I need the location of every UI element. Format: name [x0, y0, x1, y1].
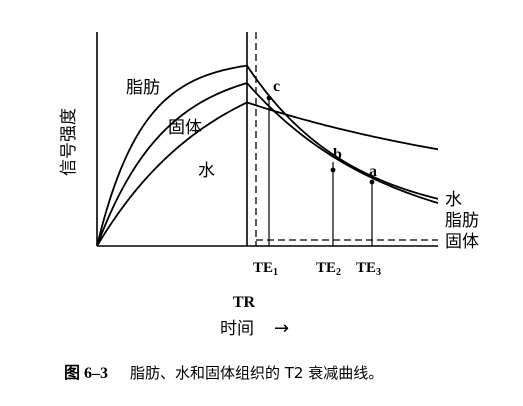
curve-series-2	[96, 101, 439, 247]
curves	[96, 64, 439, 247]
caption-text: 脂肪、水和固体组织的 T2 衰减曲线。	[130, 364, 383, 382]
marker-label-a: a	[369, 163, 377, 180]
marker-dot-b	[330, 167, 336, 173]
te1-label: TE1	[253, 260, 278, 278]
marker-label-b: b	[333, 146, 342, 163]
label-water-decay: 水	[445, 190, 462, 210]
te3-label: TE3	[356, 260, 381, 278]
label-fat-decay: 脂肪	[445, 211, 479, 231]
curve-series-1	[96, 82, 439, 247]
label-fat-recovery: 脂肪	[126, 78, 160, 98]
y-axis-label: 信号强度	[59, 108, 79, 176]
curve-series-0	[96, 64, 439, 247]
x-axis-label: 时间	[220, 319, 254, 339]
te2-label: TE2	[316, 260, 341, 278]
label-solid-decay: 固体	[445, 232, 479, 252]
marker-dot-a	[369, 179, 375, 185]
marker-label-c: c	[273, 78, 280, 95]
label-solid-recovery: 固体	[168, 118, 202, 138]
label-water-recovery: 水	[198, 161, 215, 181]
x-axis-arrow: →	[274, 318, 289, 339]
caption-number: 图 6–3	[64, 364, 108, 382]
tr-label: TR	[233, 294, 256, 311]
marker-dot-c	[266, 95, 272, 101]
